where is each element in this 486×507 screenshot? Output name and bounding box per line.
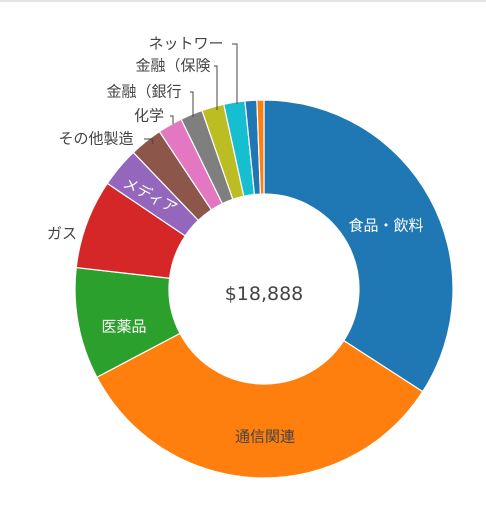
leader-line (214, 65, 218, 110)
slice-label: 通信関連 (235, 428, 295, 446)
slice-label: ガス (47, 225, 77, 243)
donut-slice (256, 99, 265, 195)
slice-label: その他製造 (58, 130, 133, 148)
leader-line (190, 91, 194, 117)
slice-label: 金融（銀行 (106, 83, 181, 101)
slice-label: 金融（保険 (135, 57, 210, 75)
donut-slice (263, 99, 454, 393)
slice-label: 食品・飲料 (348, 217, 423, 235)
donut-slices (74, 99, 454, 479)
leader-lines (144, 43, 238, 145)
slice-label: 医薬品 (101, 318, 146, 336)
top-divider (0, 0, 486, 2)
slice-label: ネットワー (148, 35, 223, 53)
leader-line (170, 115, 174, 124)
center-total-label: $18,888 (225, 283, 304, 305)
leader-line (232, 43, 238, 104)
leader-line (144, 138, 154, 145)
donut-slice (96, 332, 424, 479)
slice-label: 化学 (134, 107, 164, 125)
